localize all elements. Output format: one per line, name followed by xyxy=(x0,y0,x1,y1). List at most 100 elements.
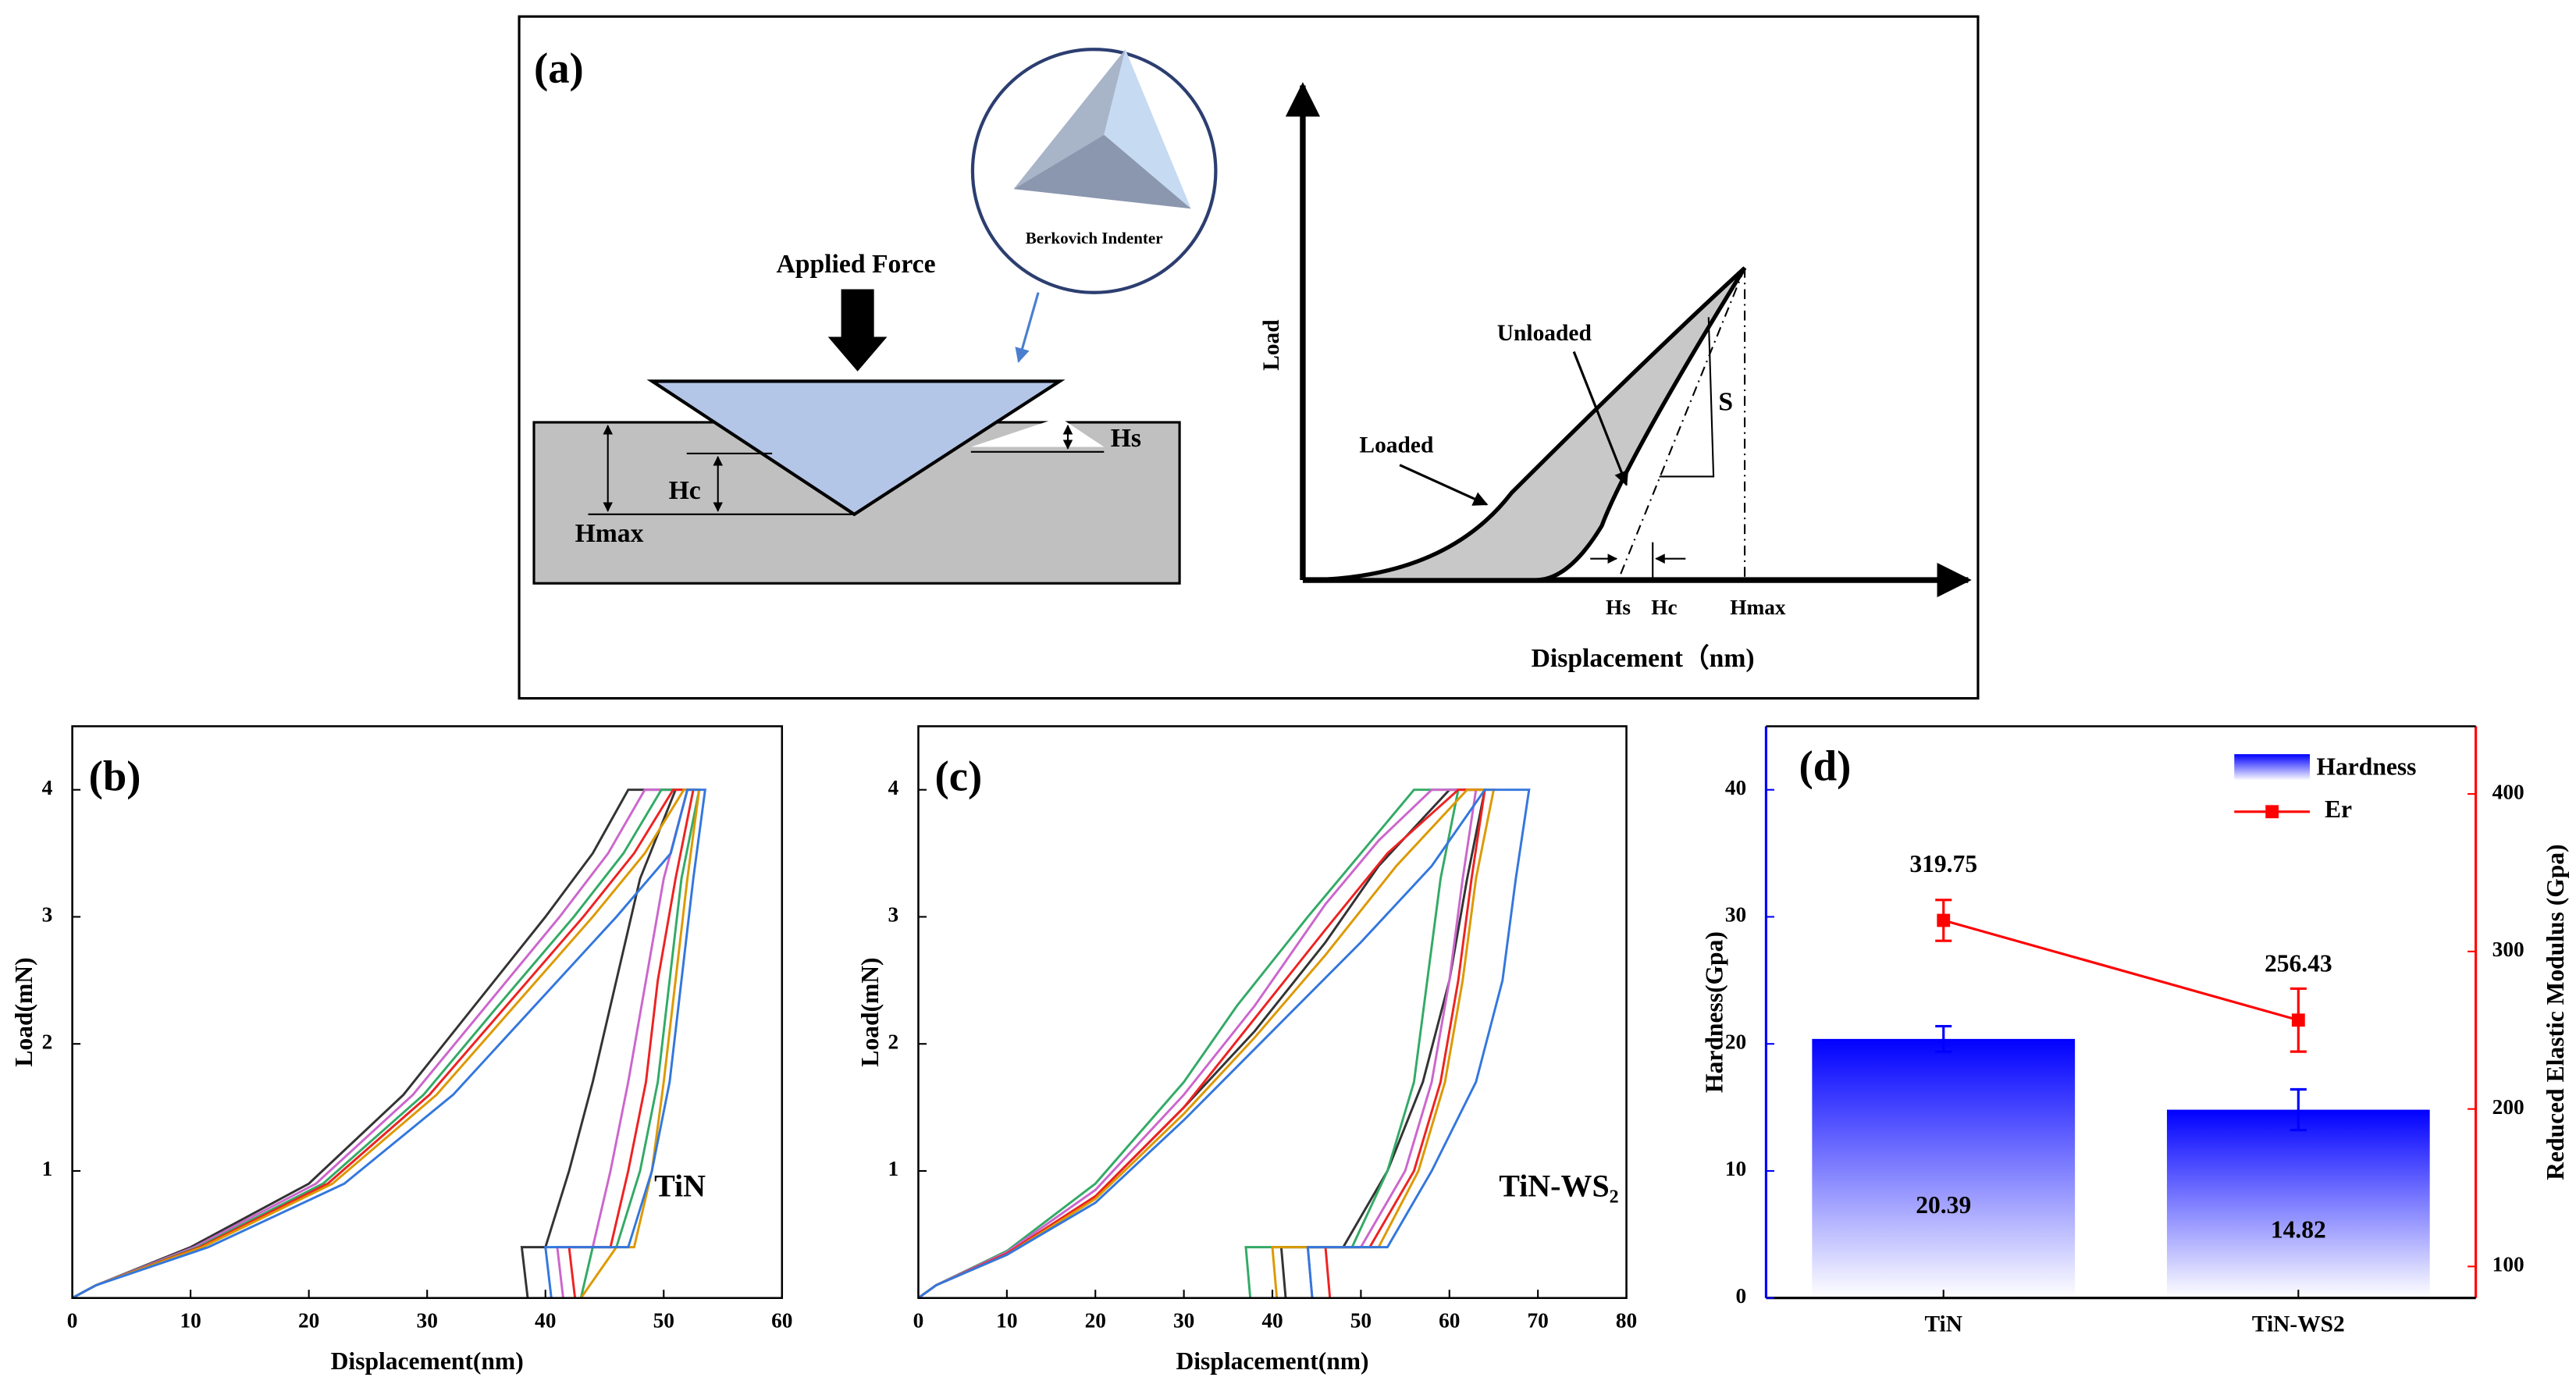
pyramid-face xyxy=(1013,134,1191,209)
hs-label: Hs xyxy=(1111,424,1141,453)
x-tick-label: 60 xyxy=(1439,1309,1460,1333)
y-tick-label: 30 xyxy=(1725,903,1746,927)
y-tick-label: 4 xyxy=(888,776,899,799)
tangent-line xyxy=(1617,267,1746,581)
load-loop xyxy=(1306,266,1747,582)
legend-label: Hardness xyxy=(2316,753,2416,780)
force-label: Applied Force xyxy=(776,250,935,279)
x-tick-label: 80 xyxy=(1616,1309,1637,1333)
pyramid-face xyxy=(1013,49,1126,190)
load-curve xyxy=(71,788,678,1300)
y2-tick-label: 100 xyxy=(2492,1253,2524,1276)
y-tick-label: 10 xyxy=(1725,1157,1746,1180)
sample-annotation: TiN-WS₂ xyxy=(1499,1169,1618,1204)
load-curve xyxy=(917,788,1486,1299)
x-tick-label: TiN-WS2 xyxy=(2252,1311,2345,1336)
pointer-arrow xyxy=(1015,292,1040,363)
er-marker xyxy=(1937,913,1951,927)
y2-tick-label: 300 xyxy=(2492,938,2524,961)
y-axis-label: Hardness(Gpa) xyxy=(1701,931,1728,1093)
load-curve xyxy=(917,788,1478,1299)
plot-frame xyxy=(71,725,784,1299)
panel-label: (d) xyxy=(1799,742,1852,790)
indenter-tip xyxy=(646,379,1066,517)
er-marker xyxy=(2291,1013,2305,1027)
x-axis-label: Displacement(nm) xyxy=(1176,1347,1368,1375)
panel-label: (a) xyxy=(534,44,584,91)
y-tick-label: 2 xyxy=(888,1030,899,1053)
hardness-bar xyxy=(1812,1038,2076,1298)
y-tick-label: 40 xyxy=(1725,776,1746,799)
plot-frame xyxy=(917,725,1628,1299)
unloaded-arrow xyxy=(1572,351,1629,486)
load-label: Load xyxy=(1259,319,1284,371)
x-tick-label: 0 xyxy=(913,1309,924,1333)
legend-marker xyxy=(2265,805,2279,819)
legend-swatch xyxy=(2234,754,2311,781)
force-arrow xyxy=(827,289,888,372)
x-tick-label: 40 xyxy=(535,1309,556,1333)
x-tick-label: 20 xyxy=(298,1309,319,1333)
y-tick-label: 0 xyxy=(1736,1284,1747,1308)
y-tick-label: 3 xyxy=(888,903,899,927)
load-curve xyxy=(71,788,701,1300)
stiffness-triangle xyxy=(1659,317,1715,478)
graph-hs-label: Hs xyxy=(1606,596,1631,619)
load-curve xyxy=(71,788,689,1300)
er-value-label: 319.75 xyxy=(1909,850,1977,877)
stiffness-label: S xyxy=(1718,388,1733,417)
sample-annotation: TiN xyxy=(654,1169,706,1204)
hmax-label: Hmax xyxy=(575,519,644,548)
error-bar xyxy=(1935,1025,1952,1053)
x-axis-label: Displacement(nm) xyxy=(331,1347,524,1375)
graph-hmax-label: Hmax xyxy=(1730,596,1786,619)
y-tick-label: 1 xyxy=(888,1157,899,1180)
y-axis-label: Load(mN) xyxy=(856,957,884,1066)
y2-axis-label: Reduced Elastic Modulus (Gpa) xyxy=(2542,844,2569,1180)
x-tick-label: 50 xyxy=(1350,1309,1372,1333)
error-bar xyxy=(2290,1087,2307,1132)
y-axis-label: Load(mN) xyxy=(10,957,37,1066)
x-tick-label: 20 xyxy=(1085,1309,1106,1333)
x-tick-label: 60 xyxy=(771,1309,792,1333)
x-tick-label: 30 xyxy=(1173,1309,1194,1333)
x-tick-label: 10 xyxy=(996,1309,1017,1333)
x-tick-label: 50 xyxy=(653,1309,674,1333)
x-tick-label: 40 xyxy=(1261,1309,1283,1333)
panel-frame xyxy=(518,15,1980,700)
y2-tick-label: 200 xyxy=(2492,1095,2524,1119)
legend-label: Er xyxy=(2325,795,2352,823)
pyramid-face xyxy=(1104,49,1191,209)
load-curve xyxy=(917,788,1460,1299)
hardness-bar xyxy=(2166,1109,2430,1298)
bar-value-label: 14.82 xyxy=(2271,1216,2326,1244)
indenter-label: Berkovich Indenter xyxy=(1026,229,1163,247)
er-line xyxy=(1943,919,2299,1022)
displacement-label: Displacement（nm) xyxy=(1532,643,1755,673)
x-tick-label: 10 xyxy=(180,1309,201,1333)
load-curve xyxy=(917,788,1531,1299)
load-curve xyxy=(917,788,1486,1299)
x-tick-label: 30 xyxy=(417,1309,438,1333)
panel-label: (b) xyxy=(89,752,141,799)
hc-label: Hc xyxy=(669,476,701,505)
panel-label: (c) xyxy=(935,752,983,799)
er-value-label: 256.43 xyxy=(2265,950,2332,977)
x-tick-label: TiN xyxy=(1924,1311,1962,1336)
graph-hc-label: Hc xyxy=(1651,596,1677,619)
diagram-panel: (a) Berkovich Indenter Applied Force Hs … xyxy=(518,15,1980,700)
load-curve xyxy=(917,788,1496,1299)
load-curve xyxy=(71,788,701,1300)
y2-tick-label: 400 xyxy=(2492,780,2524,803)
y-tick-label: 2 xyxy=(42,1030,53,1053)
y-tick-label: 4 xyxy=(42,776,53,799)
y-tick-label: 1 xyxy=(42,1157,53,1180)
load-curve xyxy=(71,788,695,1300)
loaded-arrow xyxy=(1399,464,1489,506)
load-curve xyxy=(71,788,706,1300)
loaded-label: Loaded xyxy=(1359,432,1434,457)
bar-value-label: 20.39 xyxy=(1916,1191,1971,1219)
y-tick-label: 3 xyxy=(42,903,53,927)
